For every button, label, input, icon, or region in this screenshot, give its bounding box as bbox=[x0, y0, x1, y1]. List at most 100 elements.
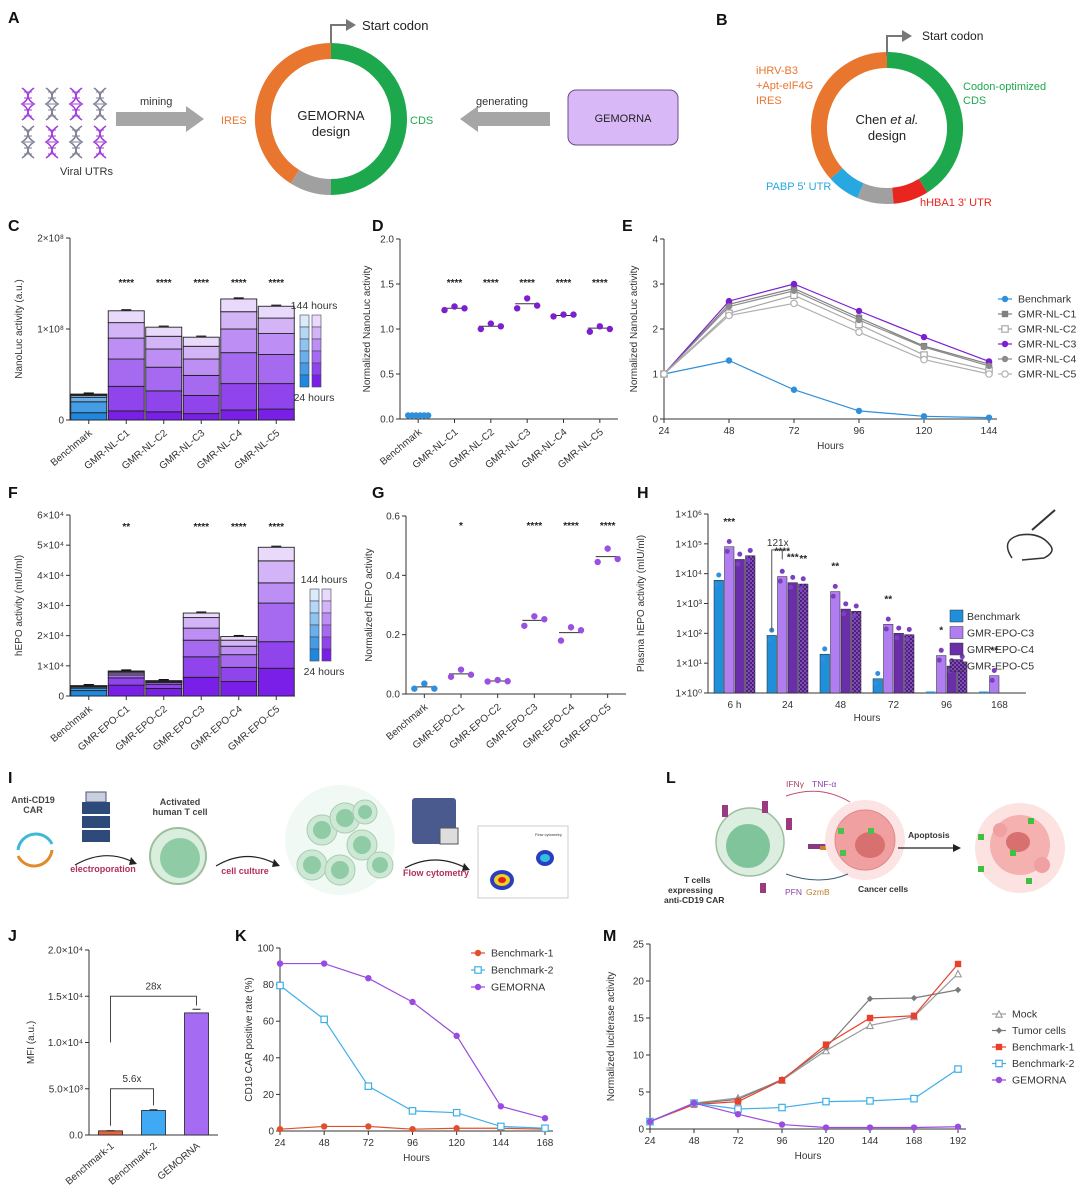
x-tick-label: 24 bbox=[658, 426, 670, 437]
stacked-bar-segment bbox=[220, 352, 258, 385]
legend-label: GMR-EPO-C4 bbox=[967, 644, 1034, 656]
data-point bbox=[734, 1111, 742, 1118]
stacked-bar-segment bbox=[220, 654, 258, 668]
stacked-bar-segment bbox=[145, 390, 183, 413]
legend-label-bottom: 24 hours bbox=[304, 666, 345, 678]
cds-label-line1: Codon-optimized bbox=[963, 81, 1046, 93]
tcell-label-line1: T cells bbox=[684, 875, 711, 885]
fold-label-high: 28x bbox=[145, 981, 161, 992]
tcell-label-line2: expressing bbox=[668, 885, 713, 895]
legend-swatch bbox=[949, 642, 964, 656]
legend-swatch-benchmark bbox=[299, 314, 310, 328]
significance-marker: **** bbox=[193, 522, 209, 533]
stacked-bar-segment bbox=[145, 348, 183, 368]
generating-arrow-icon bbox=[460, 106, 550, 132]
legend-marker bbox=[995, 1059, 1003, 1068]
y-tick-label: 1×10⁴ bbox=[675, 569, 702, 580]
data-point bbox=[586, 328, 594, 335]
legend-label: GEMORNA bbox=[1012, 1075, 1066, 1087]
dna-strand bbox=[68, 87, 77, 121]
legend-swatch-gmr bbox=[321, 648, 332, 662]
pfn-label: PFN bbox=[785, 887, 802, 897]
dna-strand bbox=[99, 87, 108, 121]
x-tick-label: 168 bbox=[906, 1136, 923, 1147]
panel-label-j: J bbox=[8, 928, 17, 945]
gemorna-box-label: GEMORNA bbox=[595, 113, 653, 125]
legend-label: GMR-NL-C1 bbox=[1018, 309, 1076, 321]
fold-label-low: 5.6x bbox=[123, 1074, 142, 1085]
legend-swatch-gmr bbox=[311, 314, 322, 328]
legend-marker bbox=[1001, 310, 1009, 318]
data-point bbox=[320, 960, 328, 967]
data-point bbox=[531, 613, 538, 620]
stacked-bar-segment bbox=[220, 639, 258, 647]
data-point bbox=[778, 1103, 786, 1112]
y-axis-title: Normalized NanoLuc activity bbox=[362, 266, 373, 393]
arrowhead-icon bbox=[462, 863, 470, 871]
apoptotic-cell-icon bbox=[975, 803, 1065, 893]
start-codon-label: Start codon bbox=[922, 29, 983, 43]
legend-label: GMR-NL-C2 bbox=[1018, 324, 1076, 336]
arrowhead-icon bbox=[953, 844, 961, 852]
bar-gmr-epo-c5 bbox=[798, 583, 809, 694]
data-point bbox=[409, 1125, 416, 1133]
data-point bbox=[985, 362, 993, 370]
significance-marker: **** bbox=[118, 278, 134, 289]
data-point bbox=[865, 1020, 875, 1030]
fold-change-label: 121x bbox=[767, 538, 789, 549]
y-tick-label: 0 bbox=[58, 416, 64, 427]
legend-swatch-benchmark bbox=[309, 612, 320, 626]
series-line-mock bbox=[649, 973, 959, 1123]
series-line-gmr-nl-c1 bbox=[663, 287, 990, 375]
y-tick-label: 4 bbox=[652, 235, 658, 246]
y-axis-title: Plasma hEPO activity (mIU/ml) bbox=[636, 535, 647, 672]
y-tick-label: 0.0 bbox=[380, 415, 394, 426]
legend-label-top: 144 hours bbox=[301, 574, 348, 586]
bar-gmr-epo-c4 bbox=[840, 608, 851, 694]
significance-marker: * bbox=[459, 521, 463, 532]
data-point bbox=[550, 313, 557, 320]
data-point bbox=[778, 1076, 786, 1084]
car-label-line2: CAR bbox=[23, 805, 43, 815]
series-line-gemorna bbox=[649, 1102, 959, 1129]
stacked-bar-segment bbox=[182, 374, 220, 396]
data-point bbox=[866, 1124, 874, 1131]
x-tick-label: 72 bbox=[732, 1136, 744, 1147]
data-point bbox=[487, 320, 495, 327]
y-axis-title: MFI (a.u.) bbox=[26, 1021, 37, 1064]
y-tick-label: 1.5 bbox=[380, 280, 394, 291]
stacked-bar-segment bbox=[257, 667, 295, 697]
stacked-bar-segment bbox=[107, 337, 145, 360]
panel-b-diagram: Start codon iHRV-B3 +Apt-eIF4G IRES Codo… bbox=[756, 29, 1046, 209]
legend-marker bbox=[1001, 325, 1009, 333]
dna-strand bbox=[27, 125, 36, 159]
x-axis-title: Hours bbox=[403, 1153, 430, 1164]
stacked-bar-segment bbox=[145, 335, 183, 350]
dna-strand bbox=[44, 87, 53, 121]
legend-label: Benchmark bbox=[967, 611, 1021, 623]
bar-gmr-epo-c5 bbox=[904, 634, 915, 694]
data-point bbox=[521, 622, 528, 629]
stacked-bar-segment bbox=[107, 322, 145, 339]
data-point bbox=[798, 586, 804, 592]
x-tick-label: 120 bbox=[916, 426, 933, 437]
data-point bbox=[560, 311, 567, 318]
stacked-bar-segment bbox=[107, 310, 145, 324]
data-point bbox=[777, 578, 783, 584]
start-codon-arrow-icon bbox=[330, 19, 356, 43]
center-title-line2: design bbox=[312, 124, 350, 139]
legend-swatch bbox=[949, 659, 964, 672]
y-tick-label: 0 bbox=[638, 1125, 644, 1136]
stacked-bar-segment bbox=[107, 684, 145, 697]
t-cell-icon bbox=[149, 827, 207, 885]
y-tick-label: 15 bbox=[633, 1014, 645, 1025]
data-point bbox=[822, 1041, 830, 1048]
stacked-bar-segment bbox=[70, 412, 108, 421]
x-tick-label: 120 bbox=[818, 1136, 835, 1147]
data-point bbox=[533, 302, 541, 309]
legend-swatch-gmr bbox=[311, 374, 322, 388]
data-point bbox=[320, 1123, 328, 1130]
data-point bbox=[577, 627, 585, 634]
bar-benchmark bbox=[766, 635, 777, 694]
legend-swatch-benchmark bbox=[309, 624, 320, 638]
